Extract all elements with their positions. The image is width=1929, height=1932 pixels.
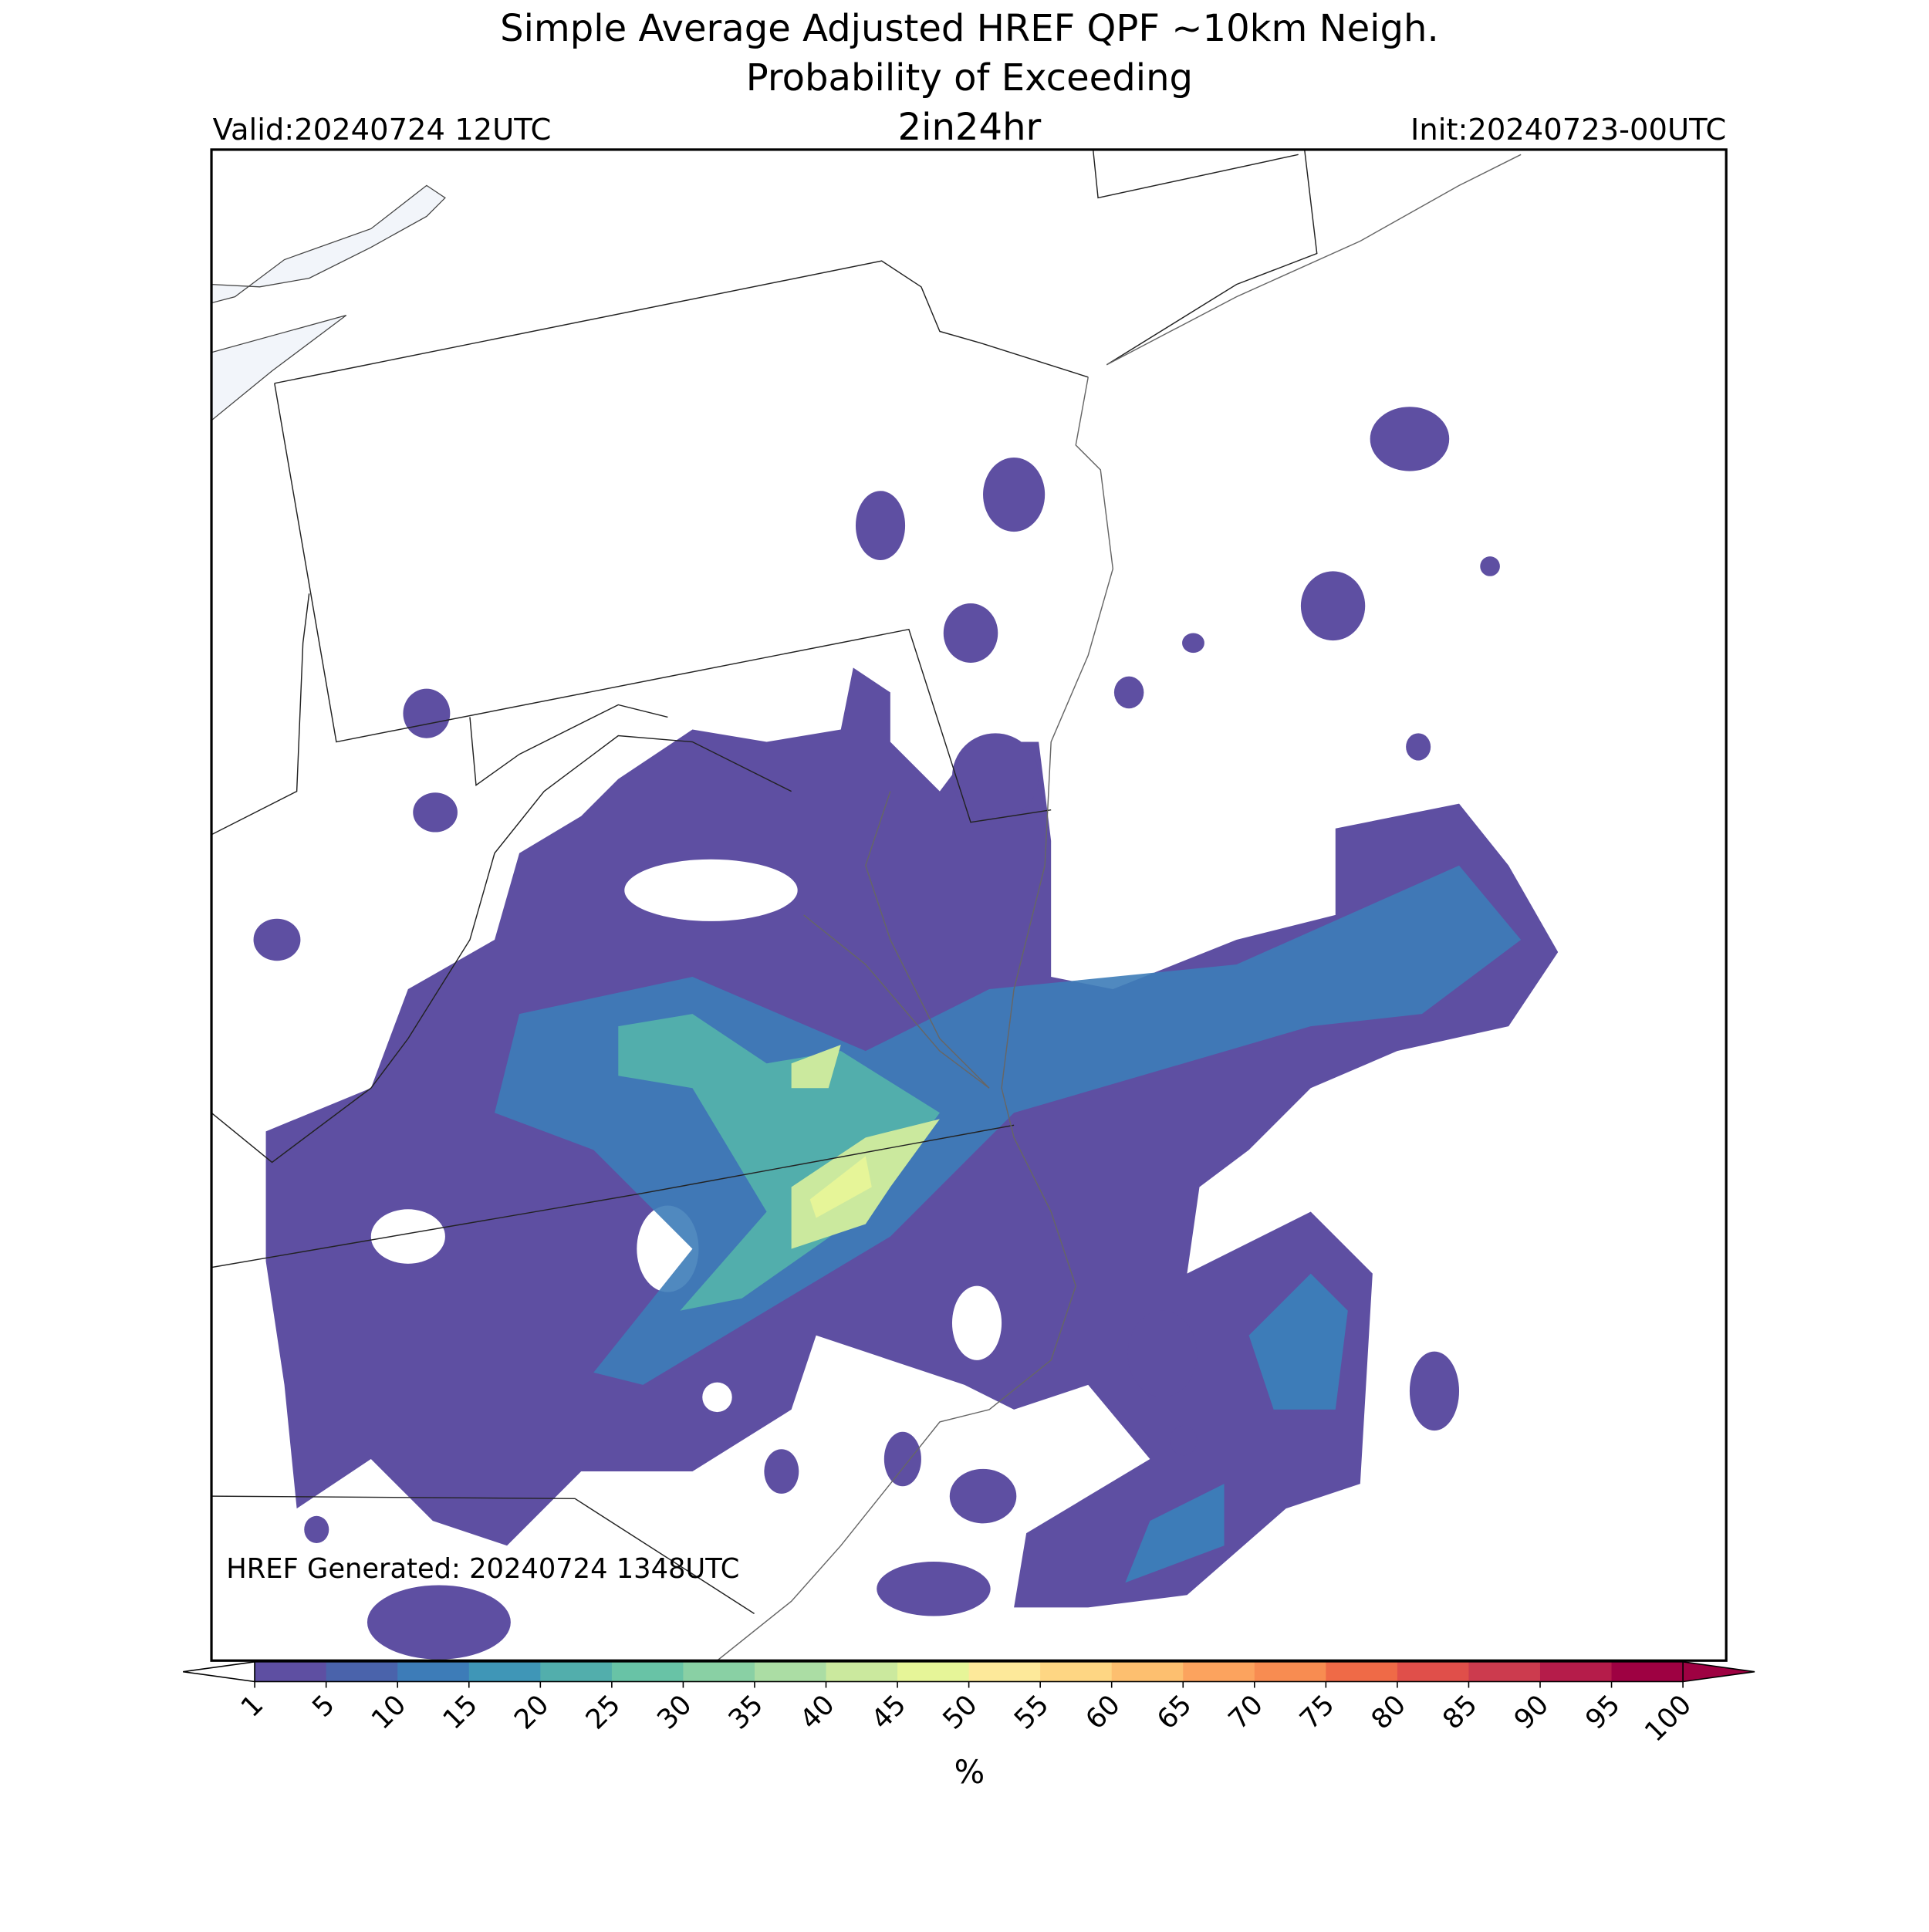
colorbar-bin bbox=[397, 1661, 470, 1682]
colorbar-frame bbox=[254, 1661, 1684, 1683]
title-line: Simple Average Adjusted HREF QPF ~10km N… bbox=[500, 7, 1439, 50]
colorbar-tick-label: 1 bbox=[235, 1689, 269, 1724]
colorbar-tick-label: 100 bbox=[1639, 1689, 1698, 1748]
colorbar-tick-label: 30 bbox=[651, 1689, 698, 1736]
colorbar-label: % bbox=[954, 1753, 985, 1791]
coastline bbox=[717, 154, 1522, 1661]
valid-time: Valid:20240724 12UTC bbox=[213, 113, 552, 147]
colorbar-bin bbox=[897, 1661, 970, 1682]
colorbar-tick-label: 55 bbox=[1008, 1689, 1056, 1736]
colorbar-bin bbox=[1397, 1661, 1470, 1682]
colorbar-bin bbox=[1183, 1661, 1255, 1682]
colorbar-tick-label: 15 bbox=[437, 1689, 484, 1736]
colorbar-tick-label: 85 bbox=[1437, 1689, 1484, 1736]
colorbar-tick-label: 75 bbox=[1294, 1689, 1341, 1736]
colorbar-tick-label: 65 bbox=[1151, 1689, 1198, 1736]
colorbar-bin bbox=[1111, 1661, 1184, 1682]
title-line: Probability of Exceeding bbox=[746, 56, 1193, 100]
threshold: 2in24hr bbox=[898, 106, 1042, 149]
colorbar-tick-label: 10 bbox=[366, 1689, 413, 1736]
colorbar-tick-label: 25 bbox=[579, 1689, 627, 1736]
lake bbox=[211, 184, 446, 421]
colorbar-tick-label: 40 bbox=[794, 1689, 841, 1736]
colorbar-bin bbox=[255, 1661, 327, 1682]
colorbar-bin bbox=[1468, 1661, 1541, 1682]
colorbar-bin bbox=[468, 1661, 542, 1682]
map-frame bbox=[210, 148, 1728, 1662]
colorbar-bin bbox=[611, 1661, 684, 1682]
colorbar-bin bbox=[754, 1661, 827, 1682]
colorbar-under bbox=[183, 1660, 255, 1683]
colorbar-bin bbox=[968, 1661, 1041, 1682]
probability-10 bbox=[1125, 1273, 1348, 1583]
probability-20 bbox=[618, 1014, 940, 1311]
init-time: Init:20240723-00UTC bbox=[1410, 113, 1726, 147]
colorbar-bin bbox=[1539, 1661, 1613, 1682]
colorbar-tick-label: 80 bbox=[1365, 1689, 1412, 1736]
colorbar-tick-label: 90 bbox=[1508, 1689, 1555, 1736]
probability-45 bbox=[809, 1156, 872, 1218]
colorbar-tick-label: 5 bbox=[306, 1689, 341, 1724]
colorbar-bin bbox=[826, 1661, 898, 1682]
colorbar-bin bbox=[1611, 1661, 1684, 1682]
colorbar-tick-label: 50 bbox=[937, 1689, 984, 1736]
colorbar-tick-label: 35 bbox=[722, 1689, 769, 1736]
colorbar-tick-label: 20 bbox=[508, 1689, 556, 1736]
colorbar-tick-label: 45 bbox=[866, 1689, 913, 1736]
colorbar: 1 5 10 15 20 25 30 35 40 45 50 55 60 65 70 75 80 85 90 95 10… bbox=[183, 1660, 1755, 1748]
colorbar-tick-label: 95 bbox=[1579, 1689, 1627, 1736]
state-borders bbox=[211, 149, 1318, 1614]
colorbar-bin bbox=[1254, 1661, 1327, 1682]
colorbar-tick-label: 70 bbox=[1222, 1689, 1269, 1736]
generated-note: HREF Generated: 20240724 1348UTC bbox=[226, 1553, 739, 1585]
map bbox=[210, 148, 1728, 1662]
colorbar-bin bbox=[683, 1661, 755, 1682]
colorbar-bin bbox=[326, 1661, 399, 1682]
colorbar-tick-label: 60 bbox=[1079, 1689, 1127, 1736]
colorbar-bin bbox=[1040, 1661, 1113, 1682]
colorbar-over bbox=[1682, 1660, 1755, 1683]
colorbar-bin bbox=[540, 1661, 613, 1682]
colorbar-bin bbox=[1326, 1661, 1398, 1682]
